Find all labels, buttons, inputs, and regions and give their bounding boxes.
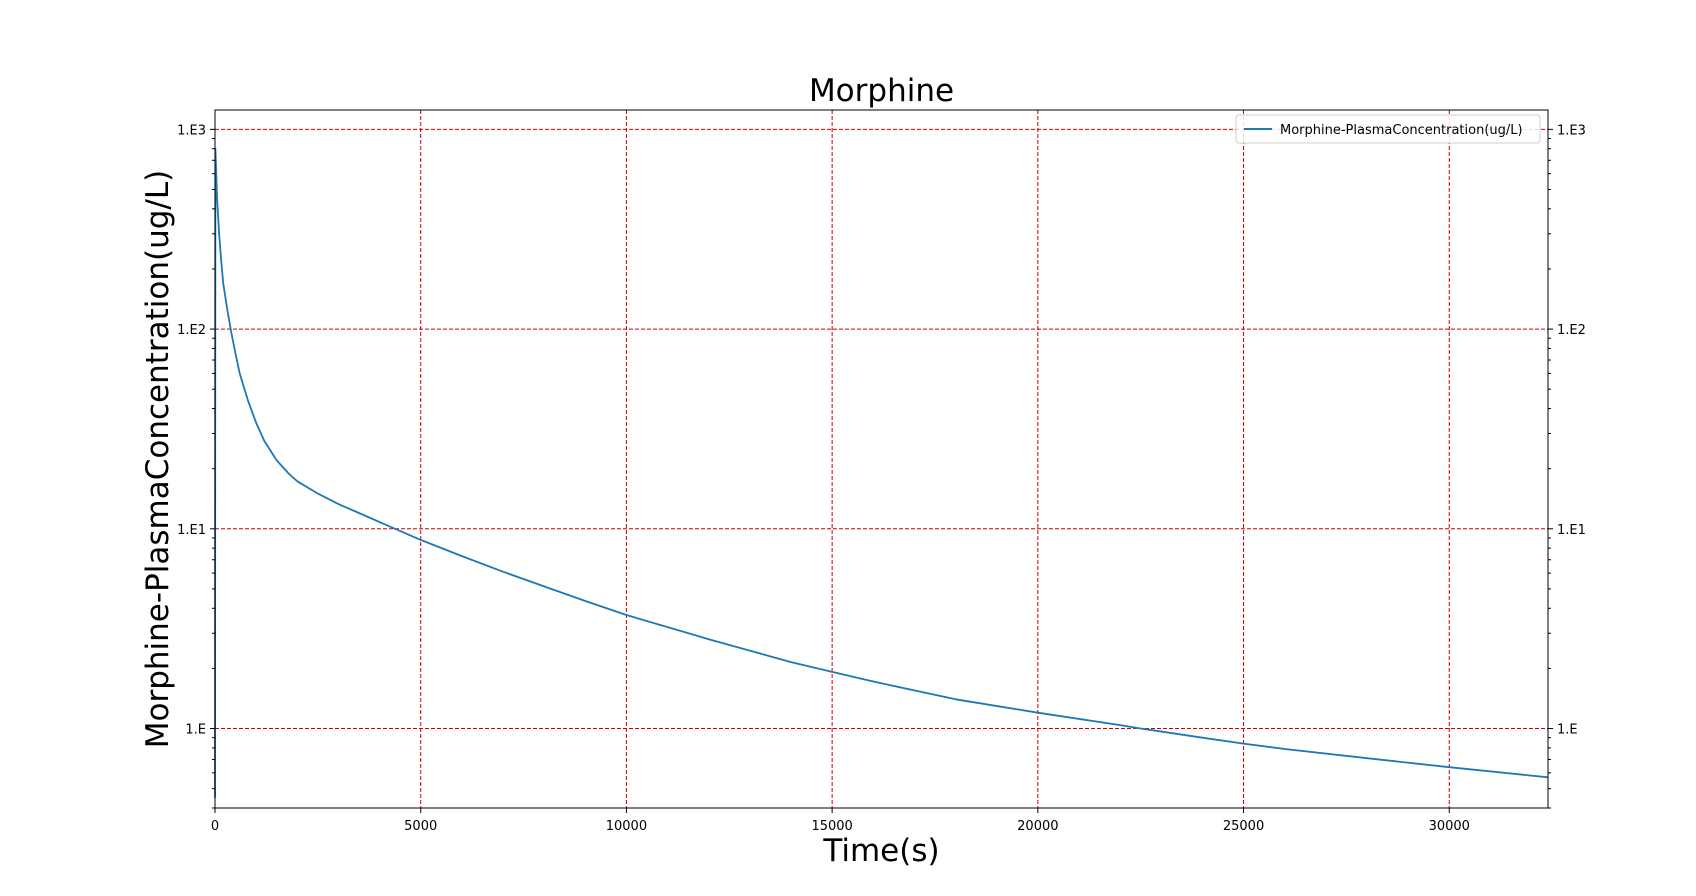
x-tick-label: 0 xyxy=(211,819,219,834)
x-tick-label: 15000 xyxy=(811,819,852,834)
x-tick-label: 30000 xyxy=(1429,819,1470,834)
y-tick-label: 1.E2 xyxy=(177,323,206,338)
right-y-tick-label: 1.E1 xyxy=(1557,523,1586,538)
right-y-tick-label: 1.E xyxy=(1557,723,1578,738)
series-layer xyxy=(214,147,1549,798)
y-axis-label: Morphine-PlasmaConcentration(ug/L) xyxy=(140,170,176,748)
right-y-tick-label: 1.E2 xyxy=(1557,323,1586,338)
x-tick-label: 10000 xyxy=(606,819,647,834)
y-tick-label: 1.E3 xyxy=(177,123,206,138)
ticks: 0 5000 10000 15000 20000 25000 30000 1.E 1.E 1.E1… xyxy=(177,123,1586,834)
plot-frame xyxy=(214,109,1549,809)
y-tick-label: 1.E1 xyxy=(177,523,206,538)
x-tick-label: 5000 xyxy=(404,819,437,834)
legend-label: Morphine-PlasmaConcentration(ug/L) xyxy=(1280,123,1523,138)
right-y-tick-label: 1.E3 xyxy=(1557,123,1586,138)
x-tick-label: 20000 xyxy=(1017,819,1058,834)
grid xyxy=(215,110,1548,808)
chart-title: Morphine xyxy=(809,73,954,109)
series-line xyxy=(214,147,1549,798)
y-tick-label: 1.E xyxy=(185,723,206,738)
legend-box xyxy=(1235,114,1541,144)
x-axis-label: Time(s) xyxy=(822,833,939,869)
legend: Morphine-PlasmaConcentration(ug/L) xyxy=(1235,114,1541,144)
x-tick-label: 25000 xyxy=(1223,819,1264,834)
